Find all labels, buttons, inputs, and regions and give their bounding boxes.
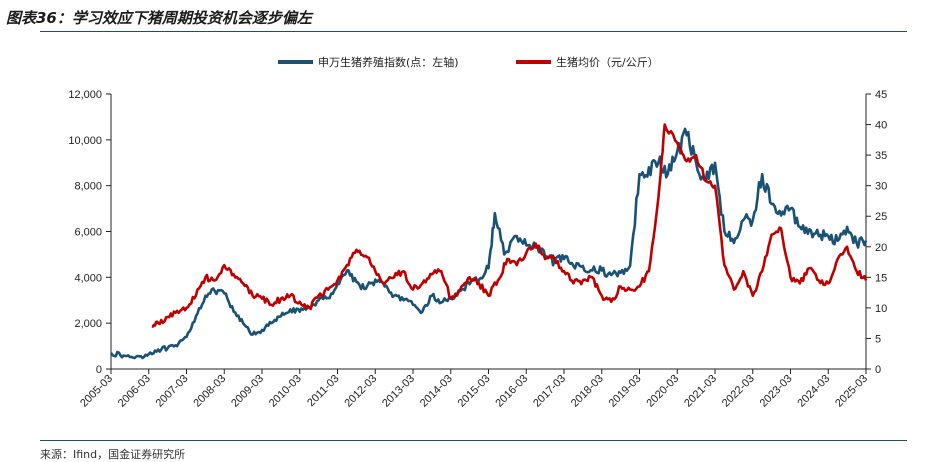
x-tick-label: 2014-03	[418, 373, 455, 410]
x-tick-label: 2025-03	[833, 373, 870, 410]
source-note: 来源：Ifind，国金证券研究所	[40, 448, 186, 461]
legend-label-price: 生猪均价（元/公斤）	[556, 55, 659, 69]
y-right-tick-label: 20	[875, 242, 887, 254]
x-tick-label: 2010-03	[267, 373, 304, 410]
y-left-tick-label: 12,000	[68, 89, 102, 101]
x-tick-label: 2009-03	[229, 373, 266, 410]
x-tick-label: 2022-03	[720, 373, 757, 410]
x-tick-label: 2019-03	[607, 373, 644, 410]
y-right-tick-label: 0	[875, 364, 881, 376]
y-right-tick-label: 45	[875, 89, 887, 101]
y-right-tick-label: 35	[875, 150, 887, 162]
y-left-tick-label: 4,000	[74, 272, 102, 284]
x-tick-label: 2012-03	[342, 373, 379, 410]
x-tick-label: 2017-03	[531, 373, 568, 410]
x-tick-label: 2015-03	[456, 373, 493, 410]
series-line-index	[109, 127, 868, 360]
x-tick-label: 2011-03	[305, 373, 341, 409]
x-tick-label: 2016-03	[493, 373, 530, 410]
y-right-tick-label: 15	[875, 272, 887, 284]
axes: 0 2,000 4,000 6,000 8,000 10,000 12,000 0 5 10 15 2…	[68, 89, 887, 410]
legend-label-index: 申万生猪养殖指数(点：左轴)	[318, 55, 459, 69]
x-tick-label: 2013-03	[380, 373, 417, 410]
y-left-tick-label: 6,000	[74, 227, 102, 239]
x-tick-label: 2020-03	[644, 373, 681, 410]
chart: 申万生猪养殖指数(点：左轴) 生猪均价（元/公斤） 0 2,000 4,000 6,0…	[68, 55, 887, 410]
x-tick-label: 2007-03	[154, 373, 191, 410]
y-right-tick-label: 5	[875, 333, 881, 345]
x-tick-label: 2023-03	[758, 373, 795, 410]
x-tick-label: 2021-03	[682, 373, 719, 410]
y-right-tick-label: 40	[875, 120, 887, 132]
footer-rule	[40, 440, 907, 441]
y-left-tick-label: 0	[96, 364, 102, 376]
y-right-tick-label: 10	[875, 303, 887, 315]
x-tick-label: 2024-03	[795, 373, 832, 410]
series-lines	[109, 123, 868, 360]
y-right-tick-label: 25	[875, 211, 887, 223]
series-line-price	[151, 123, 868, 328]
y-left-tick-label: 10,000	[68, 135, 102, 147]
figure-title: 图表36：学习效应下猪周期投资机会逐步偏左	[6, 9, 312, 27]
y-right-tick-label: 30	[875, 181, 887, 193]
title-rule	[40, 31, 907, 32]
legend: 申万生猪养殖指数(点：左轴) 生猪均价（元/公斤）	[278, 55, 659, 69]
x-tick-label: 2008-03	[191, 373, 228, 410]
x-tick-label: 2018-03	[569, 373, 606, 410]
x-tick-label: 2006-03	[116, 373, 153, 410]
y-left-tick-label: 8,000	[74, 181, 102, 193]
x-tick-label: 2005-03	[78, 373, 115, 410]
y-left-tick-label: 2,000	[74, 318, 102, 330]
